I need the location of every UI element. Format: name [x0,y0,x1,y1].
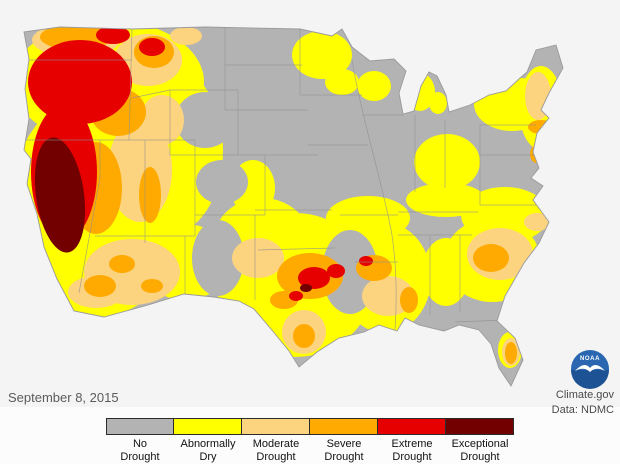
legend-swatch [445,418,514,435]
drought-legend: No Drought Abnormally Dry Moderate Droug… [106,418,514,463]
legend-label-line1: No [132,438,148,450]
legend-item-abnormally-dry: Abnormally Dry [173,418,242,463]
legend-label-line1: Exceptional [451,438,509,450]
legend-item-exceptional-drought: Exceptional Drought [445,418,514,463]
no-drought-patches [175,92,378,314]
legend-item-moderate-drought: Moderate Drought [241,418,310,463]
legend-swatch [377,418,446,435]
legend-label-line2: Drought [392,450,432,463]
state-borders [24,27,550,331]
legend-label: Severe Drought [310,438,378,463]
us-drought-map [23,26,564,387]
legend-label-line1: Severe [326,438,362,450]
legend-label: Exceptional Drought [446,438,514,463]
attribution-data: Data: NDMC [551,403,614,416]
bottom-strip [0,407,620,464]
noaa-logo-lower-half [571,370,609,389]
legend-label: Abnormally Dry [174,438,242,463]
legend-item-severe-drought: Severe Drought [309,418,378,463]
legend-label-line2: Dry [199,450,217,463]
legend-swatch [106,418,174,435]
legend-label: No Drought [106,438,174,463]
legend-label-line2: Drought [120,450,160,463]
legend-label-line2: Drought [256,450,296,463]
legend-label: Moderate Drought [242,438,310,463]
noaa-logo: NOAA [571,350,609,389]
legend-swatch [309,418,378,435]
legend-label-line2: Drought [460,450,500,463]
drought-layer-exceptional [34,137,312,292]
us-outline [23,26,564,387]
legend-item-extreme-drought: Extreme Drought [377,418,446,463]
legend-swatch [241,418,310,435]
attribution-source: Climate.gov [555,389,614,401]
legend-label-line1: Extreme [391,438,433,450]
map-date: September 8, 2015 [8,390,119,405]
noaa-seagull-icon [575,364,605,372]
legend-item-no-drought: No Drought [106,418,174,463]
legend-label-line2: Drought [324,450,364,463]
attribution: Climate.gov Data: NDMC [552,388,614,418]
legend-label-line1: Moderate [252,438,300,450]
legend-label: Extreme Drought [378,438,446,463]
legend-swatch [173,418,242,435]
noaa-logo-text: NOAA [580,356,600,362]
legend-label-line1: Abnormally [180,438,236,450]
